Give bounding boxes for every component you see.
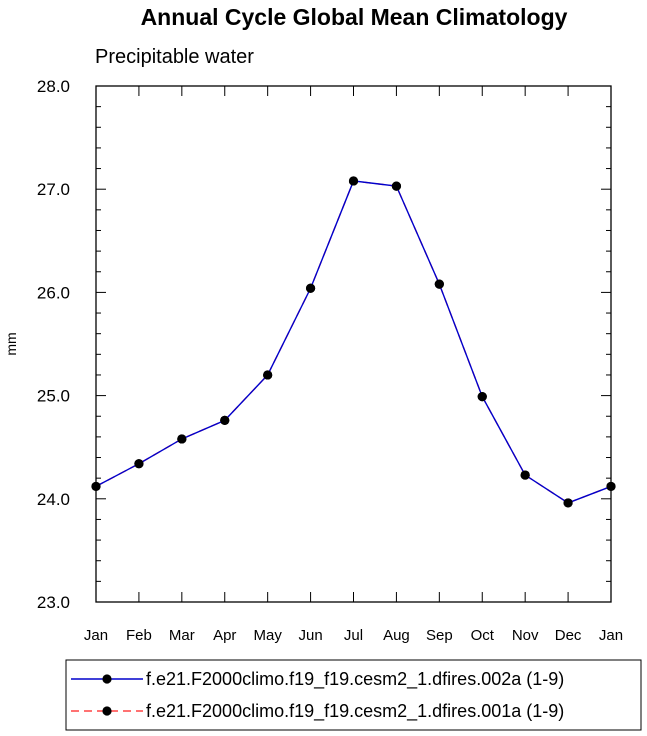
legend-label: f.e21.F2000climo.f19_f19.cesm2_1.dfires.… bbox=[146, 701, 564, 722]
x-tick-label: Apr bbox=[213, 627, 236, 644]
y-tick-label: 26.0 bbox=[37, 283, 70, 302]
chart-title: Annual Cycle Global Mean Climatology bbox=[141, 4, 568, 30]
data-point bbox=[220, 415, 230, 425]
data-point bbox=[563, 498, 573, 508]
data-point bbox=[177, 434, 187, 444]
axis-ticks bbox=[95, 85, 612, 603]
series-line bbox=[95, 180, 612, 504]
data-point bbox=[348, 176, 359, 186]
data-point bbox=[477, 392, 487, 402]
x-tick-label: Dec bbox=[555, 627, 582, 644]
chart-subtitle: Precipitable water bbox=[95, 46, 254, 68]
x-tick-label: Jan bbox=[599, 627, 623, 644]
legend-marker bbox=[102, 706, 112, 716]
x-tick-label: Feb bbox=[126, 627, 152, 644]
x-tick-label: Jul bbox=[344, 627, 363, 644]
legend: f.e21.F2000climo.f19_f19.cesm2_1.dfires.… bbox=[65, 659, 642, 731]
x-tick-label: Jun bbox=[298, 627, 322, 644]
data-point bbox=[134, 459, 144, 469]
y-tick-label: 24.0 bbox=[37, 490, 70, 509]
x-tick-label: Sep bbox=[426, 627, 453, 644]
y-tick-label: 27.0 bbox=[37, 180, 70, 199]
x-tick-label: Mar bbox=[169, 627, 195, 644]
x-tick-label: Nov bbox=[512, 627, 539, 644]
series-layer bbox=[91, 176, 616, 508]
legend-label: f.e21.F2000climo.f19_f19.cesm2_1.dfires.… bbox=[146, 669, 564, 690]
y-tick-labels: 23.0 24.0 25.0 26.0 27.0 28.0 bbox=[37, 77, 70, 612]
data-point bbox=[434, 279, 444, 289]
x-tick-labels: Jan Feb Mar Apr May Jun Jul Aug Sep Oct Nov Dec Jan bbox=[84, 627, 623, 644]
y-axis-label: mm bbox=[3, 332, 19, 355]
x-tick-label: May bbox=[253, 627, 282, 644]
y-tick-label: 28.0 bbox=[37, 77, 70, 96]
y-tick-label: 23.0 bbox=[37, 593, 70, 612]
x-tick-label: Aug bbox=[383, 627, 410, 644]
data-point bbox=[305, 283, 316, 293]
plot-frame bbox=[95, 85, 612, 603]
x-tick-label: Oct bbox=[471, 627, 495, 644]
legend-marker bbox=[102, 674, 112, 684]
y-tick-label: 25.0 bbox=[37, 387, 70, 406]
x-tick-label: Jan bbox=[84, 627, 108, 644]
data-point bbox=[263, 370, 273, 380]
series-line bbox=[95, 180, 612, 504]
legend-box bbox=[65, 659, 642, 731]
data-point bbox=[520, 470, 530, 480]
data-point bbox=[391, 181, 402, 191]
